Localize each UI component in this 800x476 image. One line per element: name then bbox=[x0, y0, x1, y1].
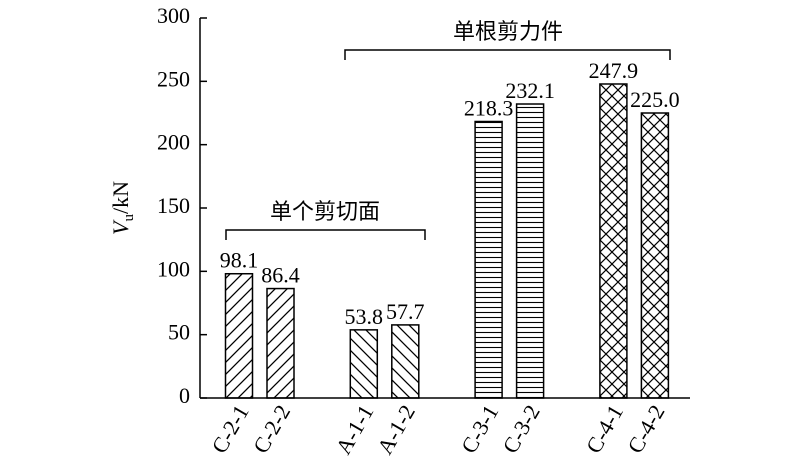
bar bbox=[599, 83, 628, 399]
bar bbox=[266, 287, 295, 399]
value-label: 247.9 bbox=[589, 58, 639, 83]
x-tick-label: C-3-2 bbox=[497, 401, 544, 458]
y-tick-label: 200 bbox=[157, 130, 190, 155]
value-label: 218.3 bbox=[464, 95, 514, 120]
bar bbox=[515, 103, 545, 399]
y-label-symbol: V bbox=[108, 219, 133, 235]
y-tick-label: 250 bbox=[157, 66, 190, 91]
y-label-unit: /kN bbox=[108, 181, 133, 214]
annotation: 单个剪切面 bbox=[270, 199, 380, 224]
y-tick-label: 150 bbox=[157, 193, 190, 218]
bar bbox=[349, 329, 379, 399]
bar bbox=[391, 324, 420, 399]
bracket bbox=[225, 229, 426, 240]
x-tick-label: C-3-1 bbox=[456, 401, 503, 458]
bracket bbox=[344, 49, 671, 60]
x-tick-label: C-2-1 bbox=[206, 401, 253, 458]
x-tick-label: C-4-2 bbox=[622, 401, 669, 458]
value-label: 98.1 bbox=[220, 248, 259, 273]
value-label: 225.0 bbox=[630, 87, 680, 112]
x-tick-label: C-4-1 bbox=[581, 401, 628, 458]
bar bbox=[224, 272, 254, 399]
value-label: 86.4 bbox=[261, 263, 300, 288]
y-tick-label: 100 bbox=[157, 256, 190, 281]
value-label: 53.8 bbox=[345, 304, 384, 329]
x-tick-label: C-2-2 bbox=[248, 401, 295, 458]
x-tick-label: A-1-2 bbox=[372, 401, 420, 459]
bar bbox=[640, 112, 670, 399]
value-label: 232.1 bbox=[505, 78, 555, 103]
annotation: 单根剪力件 bbox=[453, 19, 563, 44]
x-tick-label: A-1-1 bbox=[331, 401, 379, 459]
value-label: 57.7 bbox=[386, 299, 425, 324]
y-axis-label: Vu/kN bbox=[108, 181, 137, 235]
bar bbox=[474, 120, 503, 399]
y-tick-label: 50 bbox=[168, 320, 190, 345]
y-label-subscript: u bbox=[121, 214, 137, 222]
y-tick-label: 300 bbox=[157, 3, 190, 28]
y-tick-label: 0 bbox=[179, 383, 190, 408]
